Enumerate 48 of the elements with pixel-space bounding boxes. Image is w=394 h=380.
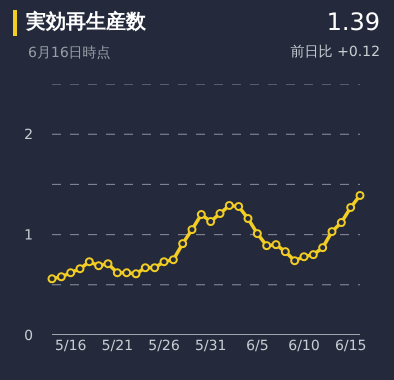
point <box>262 241 272 250</box>
point <box>196 210 206 220</box>
point <box>234 202 244 211</box>
point <box>56 272 66 282</box>
y-tick-label: 0 <box>24 328 33 344</box>
x-tick-label: 6/15 <box>334 338 366 354</box>
point <box>48 274 56 284</box>
point <box>244 214 252 224</box>
point <box>280 247 290 256</box>
point <box>150 263 160 272</box>
point <box>104 259 112 268</box>
point <box>300 252 308 262</box>
point <box>272 240 280 250</box>
y-tick-label: 1 <box>24 228 33 244</box>
point <box>132 269 140 278</box>
chart-subtitle: 6月16日時点 <box>28 44 111 62</box>
chart-title: 実効再生産数 <box>26 8 146 35</box>
text: 1.39 <box>326 8 380 36</box>
point <box>252 229 262 238</box>
point <box>308 250 318 260</box>
point <box>66 268 76 278</box>
x-tick-label: 5/21 <box>102 338 134 354</box>
y-tick-label: 2 <box>24 127 33 144</box>
text: 前日比 +0.12 <box>290 43 380 61</box>
point <box>140 263 150 272</box>
point <box>290 256 300 266</box>
point <box>84 257 94 266</box>
point <box>206 217 216 226</box>
point <box>94 261 104 270</box>
point <box>356 190 364 200</box>
point <box>112 268 122 278</box>
point <box>224 200 234 210</box>
point <box>216 209 224 218</box>
point <box>168 255 178 264</box>
point <box>122 268 132 278</box>
x-tick-label: 6/10 <box>288 338 320 354</box>
point <box>178 239 188 248</box>
point <box>346 202 356 212</box>
x-tick-label: 5/26 <box>148 338 180 354</box>
x-tick-label: 5/31 <box>194 338 226 354</box>
point <box>336 218 346 228</box>
x-tick-label: 6/5 <box>246 338 269 354</box>
x-tick-label: 5/16 <box>54 338 86 354</box>
point <box>318 243 328 252</box>
point <box>188 225 196 234</box>
point <box>328 227 336 236</box>
point <box>76 264 84 274</box>
point <box>160 257 168 266</box>
